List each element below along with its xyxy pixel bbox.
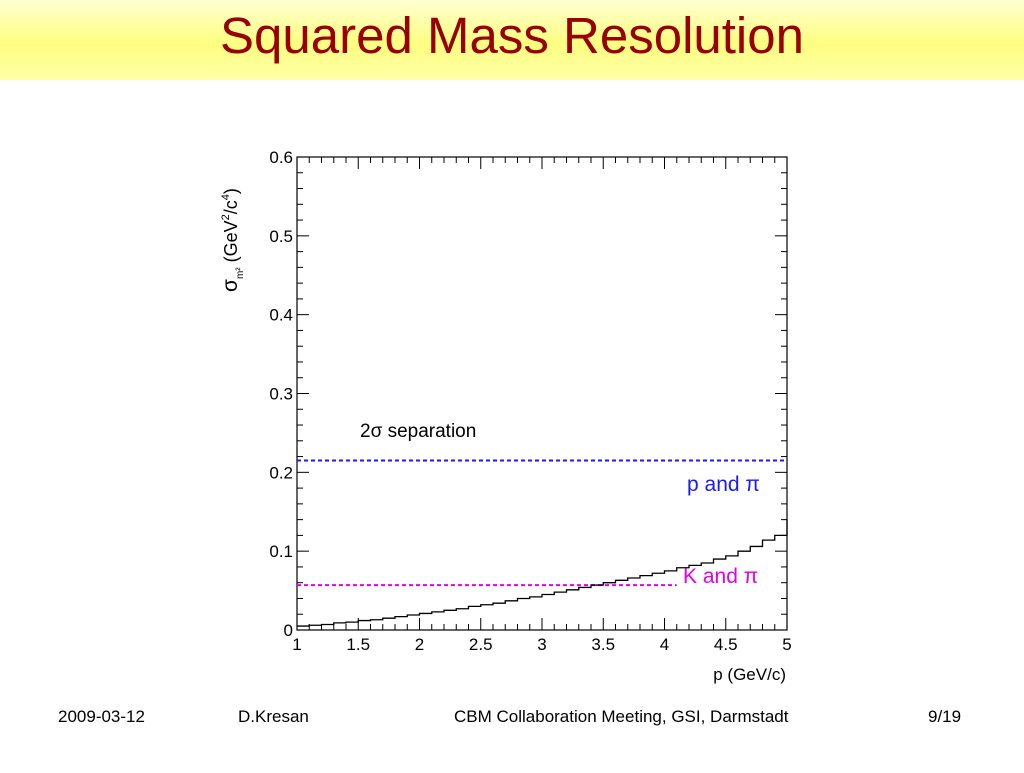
x-tick-label: 2 [415,635,424,654]
y-label-symbol: σ [219,279,242,292]
y-label-mid: /c [221,200,241,214]
y-tick-label: 0.3 [269,385,293,404]
x-tick-label: 4.5 [714,635,738,654]
y-tick-label: 0 [284,621,293,640]
y-tick-label: 0.4 [269,306,293,325]
y-label-sup2: 4 [220,194,232,200]
x-tick-label: 2.5 [469,635,493,654]
x-axis-label: p (GeV/c) [713,665,786,684]
footer-page-number: 9/19 [928,707,962,726]
y-label-close: ) [221,188,241,194]
x-tick-label: 5 [782,635,791,654]
y-label-sup1: 2 [220,214,232,220]
x-tick-label: 4 [660,635,669,654]
x-tick-labels: 1 1.5 2 2.5 3 3.5 4 4.5 5 [292,635,791,654]
x-tick-label: 1.5 [346,635,370,654]
y-tick-label: 0.2 [269,463,293,482]
slide-title: Squared Mass Resolution [220,7,804,64]
legend-k-and-pi: K and π [683,565,758,588]
x-tick-label: 1 [292,635,301,654]
footer-author: D.Kresan [238,707,309,726]
y-tick-label: 0.6 [269,148,293,167]
y-label-units: (GeV [221,220,241,262]
footer-date: 2009-03-12 [58,707,145,726]
plot-frame [296,156,788,631]
title-band [0,0,1024,80]
annotation-2sigma: 2σ separation [360,421,476,442]
x-tick-label: 3 [537,635,546,654]
legend-p-and-pi: p and π [687,473,760,496]
y-label-sub: m² [235,267,246,279]
resolution-histogram [297,518,788,627]
y-tick-label: 0.1 [269,542,293,561]
x-tick-label: 3.5 [591,635,615,654]
footer-event: CBM Collaboration Meeting, GSI, Darmstad… [454,707,789,726]
axis-ticks [296,156,788,631]
y-axis-label: σm² (GeV2/c4) [219,188,246,292]
y-tick-labels: 0 0.1 0.2 0.3 0.4 0.5 0.6 [269,148,293,640]
y-tick-label: 0.5 [269,227,293,246]
